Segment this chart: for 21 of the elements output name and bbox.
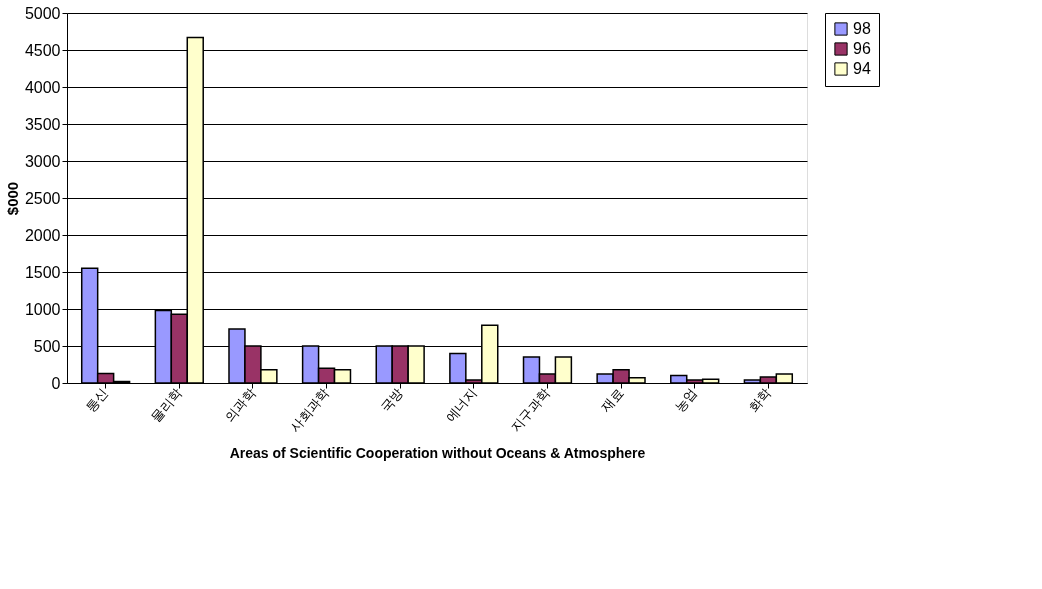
legend-label: 96	[853, 40, 871, 57]
y-axis-title: $000	[3, 181, 21, 216]
y-tick-label: 1500	[24, 263, 61, 281]
y-tick-label: 1000	[24, 300, 61, 318]
y-tick-label: 0	[51, 374, 61, 392]
y-tick-label: 4500	[24, 41, 61, 59]
x-tick-label: 통신	[82, 385, 112, 415]
y-tick-label: 2000	[24, 226, 61, 244]
x-axis-title: Areas of Scientific Cooperation without Oceans & Atmosphere	[229, 444, 646, 461]
y-tick-label: 2500	[24, 189, 61, 207]
x-tick-label: 재료	[598, 385, 627, 415]
x-tick-label: 농업	[671, 385, 701, 415]
y-tick-label: 500	[33, 337, 61, 355]
y-tick-label: 3000	[24, 152, 61, 170]
legend-label: 98	[853, 20, 871, 37]
x-tick-label: 국방	[377, 385, 406, 415]
x-tick-label: 화학	[745, 385, 774, 415]
y-tick-label: 5000	[24, 4, 61, 22]
y-tick-label: 3500	[24, 115, 61, 133]
y-tick-label: 4000	[24, 78, 61, 96]
legend-label: 94	[853, 60, 871, 77]
